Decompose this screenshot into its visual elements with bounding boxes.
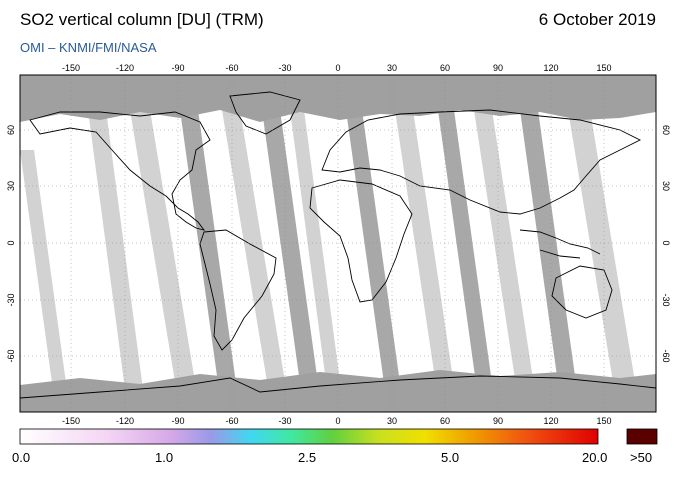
lon-tick-top: 90 <box>493 63 503 73</box>
swath-gap <box>474 110 538 412</box>
lon-tick-top: -60 <box>225 63 238 73</box>
colorbar-label: 20.0 <box>582 450 608 465</box>
lat-tick-right: -30 <box>661 293 671 306</box>
lat-tick-left: -60 <box>6 349 16 362</box>
lat-tick-right: 30 <box>661 181 671 191</box>
swath-gaps <box>20 110 640 412</box>
arctic-no-data <box>20 75 656 122</box>
swath-gap <box>438 110 496 412</box>
data-credit: OMI – KNMI/FMI/NASA <box>20 40 157 55</box>
lon-tick-bottom: -60 <box>225 416 238 426</box>
southeast-asia-coast <box>519 229 601 259</box>
lat-tick-left: 0 <box>6 240 16 245</box>
lon-ticks-top: -150 -120 -90 -60 -30 0 30 60 90 120 150 <box>62 63 612 73</box>
colorbar-label: 5.0 <box>441 450 460 465</box>
colorbar-label: 0.0 <box>12 450 31 465</box>
swath-gap <box>222 110 290 412</box>
lon-tick-top: 0 <box>335 63 340 73</box>
colorbar-gradient <box>19 428 599 445</box>
swath-gap <box>180 110 240 412</box>
australia-coast <box>551 265 613 319</box>
lon-tick-top: -30 <box>278 63 291 73</box>
lon-tick-top: 30 <box>387 63 397 73</box>
lon-tick-top: -120 <box>116 63 134 73</box>
lon-tick-bottom: -90 <box>171 416 184 426</box>
map-area <box>20 75 656 412</box>
africa-coast <box>309 179 413 303</box>
swath-gap <box>88 110 146 412</box>
lon-tick-top: 120 <box>543 63 558 73</box>
lat-tick-left: 30 <box>6 181 16 191</box>
lon-tick-bottom: 90 <box>493 416 503 426</box>
lat-ticks-left: 60 30 0 -30 -60 <box>6 125 16 363</box>
lon-tick-bottom: 150 <box>596 416 611 426</box>
lat-ticks-right: 60 30 0 -30 -60 <box>661 125 671 363</box>
lon-tick-bottom: -120 <box>116 416 134 426</box>
lat-tick-right: 60 <box>661 125 671 135</box>
colorbar-label: 2.5 <box>298 450 317 465</box>
lat-tick-right: -60 <box>661 349 671 362</box>
lat-tick-left: 60 <box>6 125 16 135</box>
europe-asia-coast <box>321 109 642 215</box>
lon-tick-bottom: 60 <box>440 416 450 426</box>
lat-tick-right: 0 <box>661 240 671 245</box>
lon-tick-bottom: -150 <box>62 416 80 426</box>
lat-tick-left: -30 <box>6 293 16 306</box>
map-date: 6 October 2019 <box>538 10 656 29</box>
greenland-coast <box>229 91 301 135</box>
colorbar-overflow-swatch <box>626 428 658 445</box>
swath-gap <box>290 110 344 412</box>
swath-gap <box>262 110 322 412</box>
lon-tick-bottom: 0 <box>335 416 340 426</box>
swath-gap <box>346 110 404 412</box>
colorbar-label: 1.0 <box>155 450 174 465</box>
swath-gap <box>568 110 640 412</box>
graticule <box>20 75 656 412</box>
lon-tick-top: 60 <box>440 63 450 73</box>
map-title: SO2 vertical column [DU] (TRM) <box>20 10 264 29</box>
lon-tick-top: 150 <box>596 63 611 73</box>
lon-ticks-bottom: -150 -120 -90 -60 -30 0 30 60 90 120 150 <box>62 416 612 426</box>
swath-gap <box>130 110 200 412</box>
map-frame <box>19 74 657 413</box>
lon-tick-top: -150 <box>62 63 80 73</box>
lon-tick-bottom: 120 <box>543 416 558 426</box>
swath-gap <box>20 150 70 412</box>
swath-gap <box>520 110 580 412</box>
lon-tick-bottom: 30 <box>387 416 397 426</box>
coastlines <box>20 91 656 399</box>
swath-gap <box>395 110 458 412</box>
colorbar-label: >50 <box>630 450 653 465</box>
antarctica-coast <box>20 375 656 399</box>
north-america-coast <box>29 111 211 231</box>
lon-tick-bottom: -30 <box>278 416 291 426</box>
lon-tick-top: -90 <box>171 63 184 73</box>
